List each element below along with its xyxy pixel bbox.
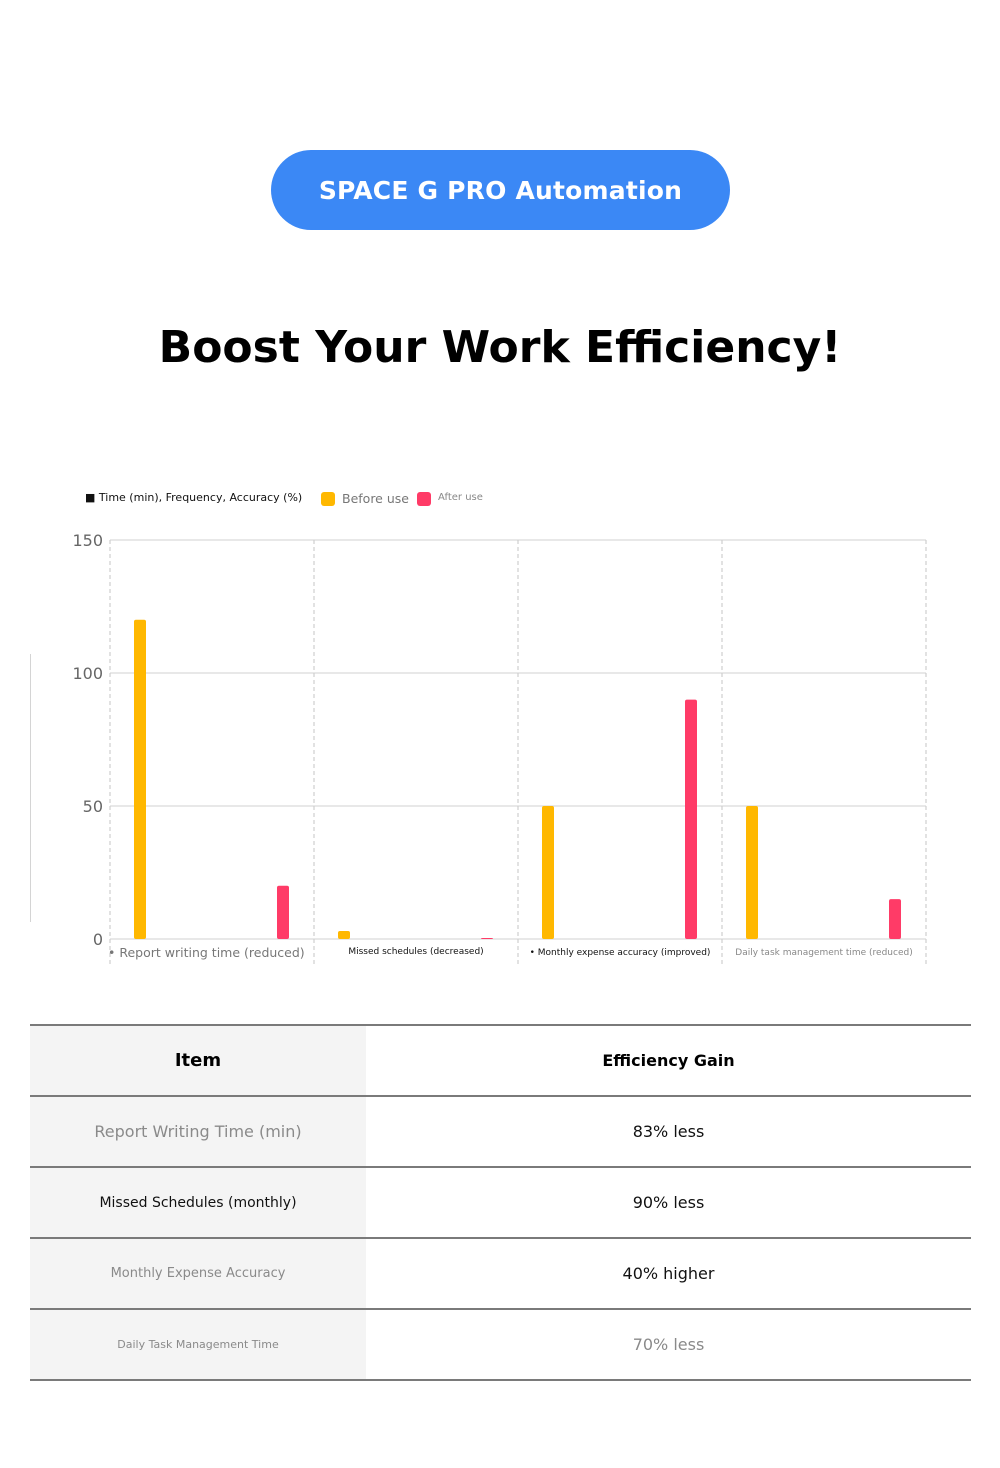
- bar-after-use: [277, 885, 289, 939]
- table-cell-gain: 90% less: [366, 1166, 971, 1238]
- bar-before-use: [542, 806, 554, 939]
- x-category-label: • Report writing time (reduced): [108, 945, 305, 960]
- y-tick-label: 100: [72, 664, 103, 683]
- table-row: Missed Schedules (monthly) 90% less: [30, 1166, 971, 1238]
- bar-before-use: [338, 931, 350, 939]
- legend-label-after: After use: [438, 492, 483, 503]
- table-row: Daily Task Management Time 70% less: [30, 1308, 971, 1381]
- bar-after-use: [481, 938, 493, 939]
- table-cell-item: Daily Task Management Time: [30, 1308, 366, 1381]
- efficiency-bar-chart: 0 50 100 150 • Report writing time (reduced)…: [72, 491, 927, 966]
- table-header-efficiency-gain: Efficiency Gain: [366, 1024, 971, 1096]
- x-category-label: Missed schedules (decreased): [348, 947, 483, 957]
- y-tick-label: 50: [83, 797, 103, 816]
- table-cell-item: Missed Schedules (monthly): [30, 1166, 366, 1238]
- table-cell-gain: 70% less: [366, 1308, 971, 1381]
- page-headline: Boost Your Work Efficiency!: [158, 322, 842, 373]
- legend-label-before: Before use: [342, 491, 409, 506]
- legend-swatch-after: [417, 492, 431, 506]
- legend-title: ■ Time (min), Frequency, Accuracy (%): [85, 491, 302, 504]
- table-row: Report Writing Time (min) 83% less: [30, 1095, 971, 1167]
- automation-badge-button[interactable]: SPACE G PRO Automation: [271, 150, 730, 230]
- x-category-label: • Monthly expense accuracy (improved): [530, 948, 711, 958]
- efficiency-table: Item Efficiency Gain Report Writing Time…: [30, 1024, 971, 1381]
- legend-swatch-before: [321, 492, 335, 506]
- table-header-row: Item Efficiency Gain: [30, 1024, 971, 1096]
- table-cell-item: Monthly Expense Accuracy: [30, 1237, 366, 1309]
- y-tick-label: 0: [93, 930, 103, 949]
- table-header-item: Item: [30, 1024, 366, 1096]
- bar-before-use: [134, 619, 146, 939]
- table-cell-item: Report Writing Time (min): [30, 1095, 366, 1167]
- side-divider: [30, 654, 31, 922]
- bar-after-use: [889, 899, 901, 939]
- y-tick-label: 150: [72, 531, 103, 550]
- x-category-label: Daily task management time (reduced): [735, 948, 912, 958]
- table-row: Monthly Expense Accuracy 40% higher: [30, 1237, 971, 1309]
- bar-after-use: [685, 699, 697, 939]
- table-cell-gain: 40% higher: [366, 1237, 971, 1309]
- table-cell-gain: 83% less: [366, 1095, 971, 1167]
- automation-badge-label: SPACE G PRO Automation: [318, 175, 683, 205]
- bar-before-use: [746, 806, 758, 939]
